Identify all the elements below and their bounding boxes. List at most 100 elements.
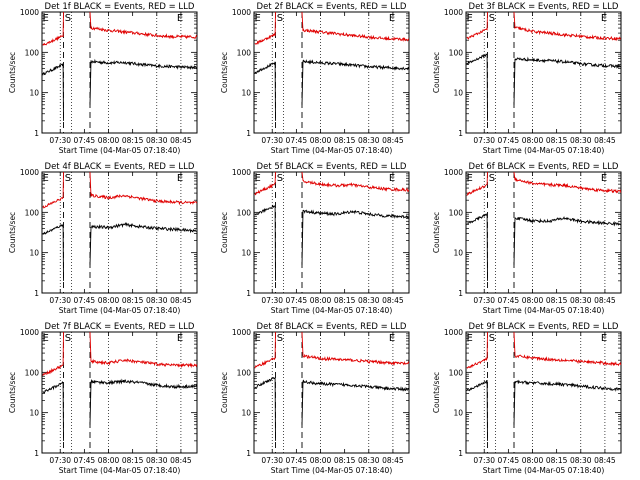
x-tick-label: 08:45 xyxy=(170,456,192,465)
x-tick-label: 08:15 xyxy=(546,136,568,145)
y-axis-label: Counts/sec xyxy=(8,212,17,253)
x-tick-label: 07:30 xyxy=(473,296,495,305)
x-tick-label: 08:30 xyxy=(570,456,592,465)
x-tick-label: 08:00 xyxy=(310,456,332,465)
event-marker-e: E xyxy=(177,173,183,184)
y-tick-label: 10 xyxy=(453,409,463,418)
plot-frame xyxy=(253,331,410,454)
panel-title: Det 6f BLACK = Events, RED = LLD xyxy=(469,162,619,172)
x-tick-label: 07:45 xyxy=(74,296,96,305)
x-tick-label: 08:00 xyxy=(310,136,332,145)
x-tick-label: 08:15 xyxy=(334,136,356,145)
events-series-line xyxy=(301,59,410,105)
panel-title: Det 2f BLACK = Events, RED = LLD xyxy=(257,2,407,12)
x-tick-label: 08:45 xyxy=(594,456,616,465)
events-series-line xyxy=(42,381,64,441)
plot-frame xyxy=(465,331,622,454)
x-tick-label: 08:00 xyxy=(98,456,120,465)
events-series-line xyxy=(89,222,197,265)
y-tick-label: 100 xyxy=(25,368,40,377)
x-tick-label: 07:30 xyxy=(473,456,495,465)
x-tick-label: 08:30 xyxy=(358,296,380,305)
event-marker-e: E xyxy=(601,173,607,184)
panel-title: Det 5f BLACK = Events, RED = LLD xyxy=(257,162,407,172)
y-tick-label: 1000 xyxy=(20,328,39,337)
panel-title: Det 1f BLACK = Events, RED = LLD xyxy=(45,2,195,12)
event-marker-e: E xyxy=(43,333,49,344)
event-marker-s: S xyxy=(489,173,495,184)
y-tick-label: 100 xyxy=(237,208,252,217)
x-tick-label: 07:30 xyxy=(261,296,283,305)
x-tick-label: 07:45 xyxy=(74,456,96,465)
plot-frame xyxy=(253,11,410,134)
event-marker-s: S xyxy=(277,333,283,344)
lld-series-line xyxy=(89,171,198,206)
event-marker-e: E xyxy=(601,13,607,24)
detector-panel-5: Det 5f BLACK = Events, RED = LLD 1 10 100 10… xyxy=(220,162,410,315)
x-tick-label: 08:00 xyxy=(522,296,544,305)
events-series-line xyxy=(254,204,276,281)
event-marker-e: E xyxy=(467,173,473,184)
event-marker-e: E xyxy=(255,173,261,184)
event-marker-e: E xyxy=(467,333,473,344)
x-tick-label: 07:30 xyxy=(261,136,283,145)
plot-frame xyxy=(465,11,622,134)
x-tick-label: 08:30 xyxy=(146,296,168,305)
x-tick-label: 08:45 xyxy=(382,456,404,465)
x-axis-label: Start Time (04-Mar-05 07:18:40) xyxy=(483,306,605,315)
events-series-line xyxy=(466,53,488,121)
event-marker-e: E xyxy=(43,173,49,184)
y-tick-label: 100 xyxy=(449,208,464,217)
x-tick-label: 07:30 xyxy=(49,136,71,145)
y-tick-label: 1000 xyxy=(232,8,251,17)
detector-panel-2: Det 2f BLACK = Events, RED = LLD 1 10 100 10… xyxy=(220,2,410,155)
lld-series-line xyxy=(42,171,64,209)
plot-frame xyxy=(465,171,622,294)
x-tick-label: 07:45 xyxy=(498,136,520,145)
event-marker-s: S xyxy=(65,13,71,24)
lld-series-line xyxy=(89,11,198,40)
x-tick-label: 08:00 xyxy=(98,296,120,305)
panel-title: Det 4f BLACK = Events, RED = LLD xyxy=(45,162,195,172)
y-axis-label: Counts/sec xyxy=(8,52,17,93)
lld-series-line xyxy=(89,331,198,369)
x-tick-label: 08:15 xyxy=(122,296,144,305)
x-tick-label: 08:45 xyxy=(170,296,192,305)
y-axis-label: Counts/sec xyxy=(220,52,229,93)
x-axis-label: Start Time (04-Mar-05 07:18:40) xyxy=(271,466,393,475)
x-tick-label: 08:45 xyxy=(594,136,616,145)
y-tick-label: 1000 xyxy=(20,168,39,177)
events-series-line xyxy=(89,58,198,105)
y-tick-label: 10 xyxy=(29,89,39,98)
y-tick-label: 10 xyxy=(241,249,251,258)
x-tick-label: 08:45 xyxy=(382,296,404,305)
x-axis-label: Start Time (04-Mar-05 07:18:40) xyxy=(483,466,605,475)
detector-panel-7: Det 7f BLACK = Events, RED = LLD 1 10 100 10… xyxy=(8,322,198,475)
x-tick-label: 07:30 xyxy=(49,456,71,465)
panel-title: Det 8f BLACK = Events, RED = LLD xyxy=(257,322,407,332)
x-tick-label: 08:15 xyxy=(546,296,568,305)
y-axis-label: Counts/sec xyxy=(220,212,229,253)
x-tick-label: 07:45 xyxy=(74,136,96,145)
events-series-line xyxy=(254,376,276,441)
y-tick-label: 1000 xyxy=(232,168,251,177)
event-marker-s: S xyxy=(277,173,283,184)
x-axis-label: Start Time (04-Mar-05 07:18:40) xyxy=(59,466,181,475)
lld-series-line xyxy=(513,171,622,194)
x-axis-label: Start Time (04-Mar-05 07:18:40) xyxy=(271,306,393,315)
detector-panel-6: Det 6f BLACK = Events, RED = LLD 1 10 100 10… xyxy=(432,162,622,315)
y-tick-label: 1000 xyxy=(444,168,463,177)
x-tick-label: 07:45 xyxy=(286,136,308,145)
x-tick-label: 08:00 xyxy=(522,456,544,465)
lld-series-line xyxy=(42,11,64,46)
y-tick-label: 1 xyxy=(458,129,463,138)
panel-title: Det 7f BLACK = Events, RED = LLD xyxy=(45,322,195,332)
event-marker-e: E xyxy=(467,13,473,24)
y-tick-label: 1 xyxy=(34,289,39,298)
events-series-line xyxy=(254,61,276,121)
event-marker-e: E xyxy=(177,13,183,24)
detector-panel-8: Det 8f BLACK = Events, RED = LLD 1 10 100 10… xyxy=(220,322,410,475)
detector-panel-4: Det 4f BLACK = Events, RED = LLD 1 10 100 10… xyxy=(8,162,198,315)
x-tick-label: 08:30 xyxy=(570,296,592,305)
plot-frame xyxy=(253,171,410,294)
